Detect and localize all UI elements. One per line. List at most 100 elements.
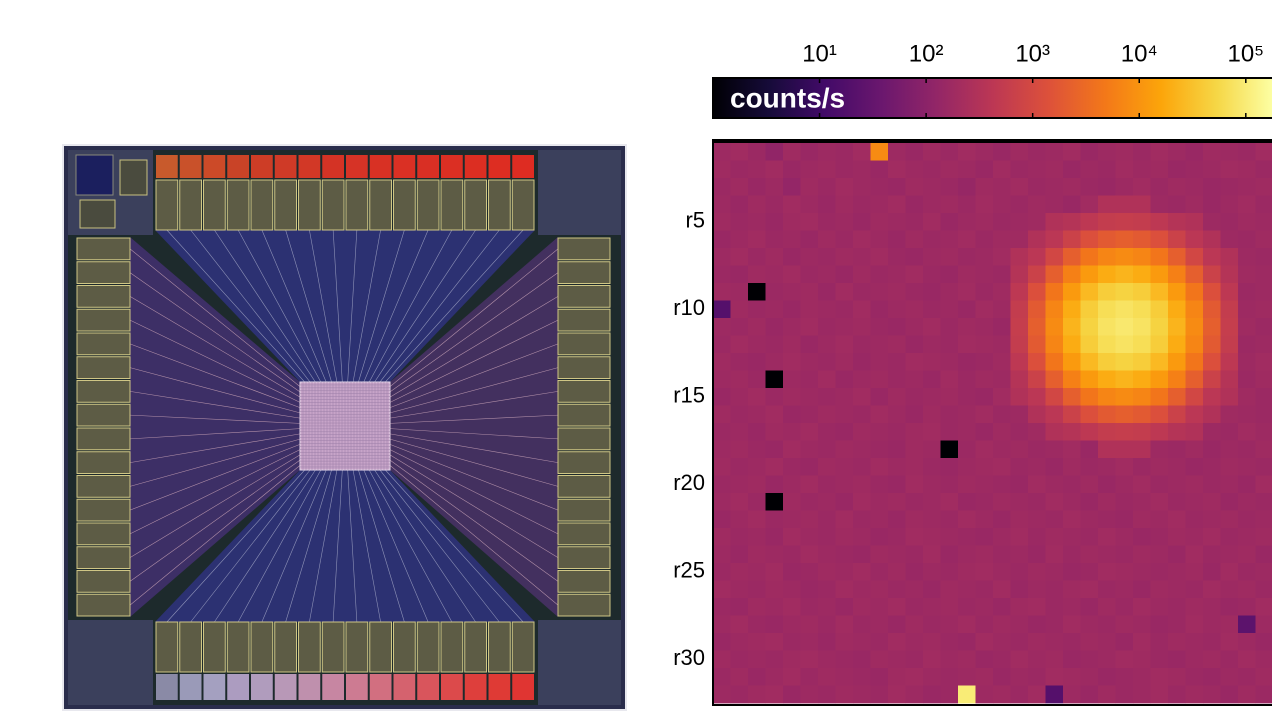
heat-cell [748, 266, 766, 284]
heat-cell [1168, 388, 1186, 406]
heat-cell [1238, 266, 1256, 284]
heat-cell [941, 476, 959, 494]
bond-pad [77, 357, 130, 379]
heat-cell [1046, 371, 1064, 389]
heat-cell [1151, 458, 1169, 476]
heat-cell [923, 616, 941, 634]
heat-cell [783, 546, 801, 564]
heat-cell [1151, 598, 1169, 616]
heat-cell [906, 143, 924, 161]
heat-cell [818, 511, 836, 529]
heat-cell [1203, 546, 1221, 564]
heat-cell [1151, 161, 1169, 179]
heat-cell [1221, 161, 1239, 179]
heat-cell [1028, 563, 1046, 581]
heat-cell [853, 686, 871, 704]
heat-cell [906, 266, 924, 284]
heat-cell [993, 668, 1011, 686]
heat-cell [1063, 301, 1081, 319]
heat-cell [713, 668, 731, 686]
heat-cell [748, 528, 766, 546]
heat-cell [1151, 651, 1169, 669]
heat-cell [748, 423, 766, 441]
strip-pad [417, 155, 439, 178]
heat-cell [1221, 143, 1239, 161]
heat-cell [766, 231, 784, 249]
heat-cell [748, 213, 766, 231]
heat-cell [1011, 143, 1029, 161]
heat-cell [1028, 616, 1046, 634]
heat-cell [1081, 651, 1099, 669]
heat-cell [1221, 336, 1239, 354]
strip-pad [346, 674, 368, 700]
heat-cell [1098, 336, 1116, 354]
heat-cell [958, 616, 976, 634]
plot-frame-top [713, 140, 1272, 143]
heat-cell [1011, 458, 1029, 476]
heat-cell [1168, 616, 1186, 634]
heat-cell [923, 668, 941, 686]
figure: counts/s r5r10r15r20r25r3010¹10²10³10⁴10… [0, 0, 1272, 712]
heat-cell [1011, 406, 1029, 424]
heat-cell [1133, 143, 1151, 161]
heat-cell [1256, 441, 1272, 459]
heat-cell [1168, 353, 1186, 371]
heat-cell [748, 388, 766, 406]
heat-cell [976, 371, 994, 389]
heat-cell [713, 353, 731, 371]
heat-cell [766, 248, 784, 266]
heat-cell [976, 563, 994, 581]
heat-cell [1098, 441, 1116, 459]
heat-cell [1081, 178, 1099, 196]
heat-cell [766, 511, 784, 529]
heat-cell [1238, 178, 1256, 196]
heat-cell [1186, 511, 1204, 529]
heat-cell [923, 336, 941, 354]
heat-cell [993, 388, 1011, 406]
heat-cell [871, 458, 889, 476]
heat-cell [766, 458, 784, 476]
heat-cell [1221, 528, 1239, 546]
heat-cell [1098, 161, 1116, 179]
heat-cell [1063, 528, 1081, 546]
heat-cell [871, 423, 889, 441]
heat-cell [801, 476, 819, 494]
heat-cell [853, 196, 871, 214]
heat-cell [783, 231, 801, 249]
heat-cell [748, 283, 766, 301]
heat-cell [1011, 423, 1029, 441]
strip-pad [275, 674, 297, 700]
heat-cell [766, 318, 784, 336]
heat-cell [1046, 423, 1064, 441]
heat-cell [976, 423, 994, 441]
heat-cell [941, 336, 959, 354]
corner-pad [76, 155, 113, 195]
heat-cell [1028, 196, 1046, 214]
heat-cell [976, 161, 994, 179]
heat-cell [923, 371, 941, 389]
heat-cell [783, 563, 801, 581]
heat-cell [1063, 388, 1081, 406]
heat-cell [1011, 266, 1029, 284]
heat-cell [836, 511, 854, 529]
heat-cell [836, 196, 854, 214]
heat-cell [871, 651, 889, 669]
heat-cell [1133, 423, 1151, 441]
heat-cell [1186, 161, 1204, 179]
heat-cell [976, 318, 994, 336]
heat-cell [836, 406, 854, 424]
heat-cell [1011, 668, 1029, 686]
heat-cell [1256, 423, 1272, 441]
heat-cell [1256, 283, 1272, 301]
heat-cell [1203, 406, 1221, 424]
bond-pad [489, 622, 511, 672]
heat-cell [1063, 248, 1081, 266]
heat-cell [731, 423, 749, 441]
heat-cell [731, 598, 749, 616]
heat-cell [871, 441, 889, 459]
heat-cell [941, 633, 959, 651]
heat-cell [1116, 388, 1134, 406]
heat-cell [1221, 493, 1239, 511]
heat-cell [941, 511, 959, 529]
heat-cell [1238, 143, 1256, 161]
